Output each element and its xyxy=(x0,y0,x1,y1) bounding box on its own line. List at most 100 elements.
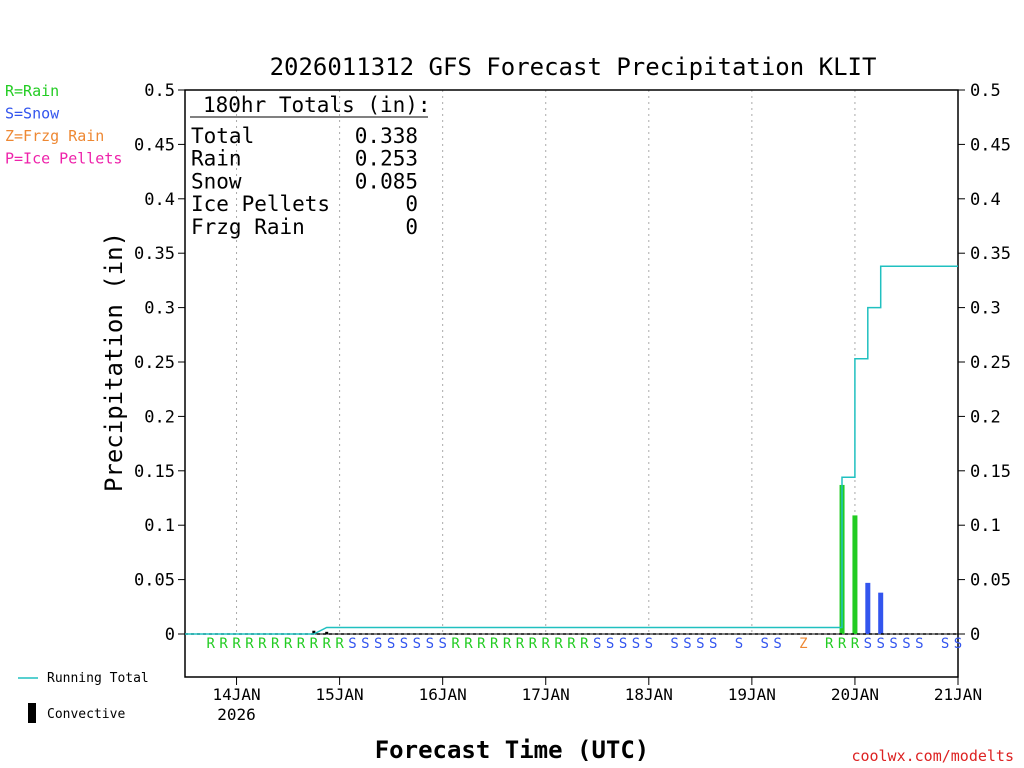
ptype-marker: R xyxy=(207,636,216,652)
totals-row-value: 0 xyxy=(405,215,418,239)
y-tick-label-left: 0.1 xyxy=(144,516,175,536)
ptype-marker: S xyxy=(902,636,910,652)
y-tick-label-right: 0.05 xyxy=(970,571,1011,591)
ptype-marker: R xyxy=(529,636,538,652)
ptype-marker: R xyxy=(825,636,834,652)
ptype-marker: S xyxy=(438,636,446,652)
totals-row-label: Total xyxy=(191,124,254,148)
ptype-marker: S xyxy=(773,636,781,652)
y-tick-label-right: 0.15 xyxy=(970,462,1011,482)
running-total-legend-label: Running Total xyxy=(47,671,149,686)
ptype-marker: S xyxy=(426,636,434,652)
y-axis-left: 0 0.05 0.1 0.15 0.2 0.25 0.3 0.35 0.4 0.45 0.5 xyxy=(134,81,185,645)
convective-bar xyxy=(325,631,329,634)
bottom-legend: Running Total Convective xyxy=(18,671,149,723)
y-tick-label-right: 0.45 xyxy=(970,135,1011,155)
precip-bar xyxy=(865,582,871,634)
ptype-marker: R xyxy=(232,636,241,652)
ptype-marker: S xyxy=(915,636,923,652)
ptype-marker: R xyxy=(464,636,473,652)
x-tick-label: 21JAN xyxy=(934,685,982,704)
totals-row-value: 0 xyxy=(405,192,418,216)
ptype-marker: S xyxy=(864,636,872,652)
y-tick-label-right: 0.1 xyxy=(970,516,1001,536)
y-tick-label-left: 0.05 xyxy=(134,571,175,591)
ptype-marker: S xyxy=(632,636,640,652)
y-tick-label-left: 0.2 xyxy=(144,407,175,427)
y-tick-label-right: 0.4 xyxy=(970,190,1001,210)
ptype-marker: R xyxy=(567,636,576,652)
y-tick-label-left: 0.45 xyxy=(134,135,175,155)
ptype-marker: S xyxy=(709,636,717,652)
ptype-marker: S xyxy=(683,636,691,652)
totals-box: 180hr Totals (in): Total 0.338 Rain 0.253 Sno… xyxy=(190,93,431,239)
type-legend-entry: P=Ice Pellets xyxy=(5,150,122,168)
x-tick-label: 17JAN xyxy=(522,685,570,704)
convective-bars xyxy=(312,630,329,634)
y-tick-label-right: 0.25 xyxy=(970,353,1011,373)
credit-text: coolwx.com/modelts xyxy=(851,747,1014,765)
totals-row-label: Ice Pellets xyxy=(191,192,330,216)
type-legend-entry: R=Rain xyxy=(5,82,59,100)
ptype-marker: S xyxy=(374,636,382,652)
ptype-marker: R xyxy=(322,636,331,652)
ptype-marker: R xyxy=(284,636,293,652)
ptype-marker: R xyxy=(271,636,280,652)
y-tick-label-right: 0.3 xyxy=(970,299,1001,319)
totals-row-value: 0.253 xyxy=(355,147,418,171)
x-tick-label: 15JAN xyxy=(316,685,364,704)
ptype-marker: Z xyxy=(799,636,807,652)
running-total-polyline xyxy=(185,265,958,635)
y-tick-label-left: 0.5 xyxy=(144,81,175,101)
y-tick-label-right: 0.2 xyxy=(970,407,1001,427)
y-axis-label: Precipitation (in) xyxy=(100,232,128,492)
y-tick-label-right: 0.35 xyxy=(970,244,1011,264)
totals-row-label: Frzg Rain xyxy=(191,215,305,239)
plot-frame xyxy=(184,89,959,678)
convective-legend-label: Convective xyxy=(47,707,125,722)
convective-bar xyxy=(312,630,316,634)
ptype-marker: R xyxy=(542,636,551,652)
ptype-marker: R xyxy=(851,636,860,652)
precip-type-legend: R=Rain S=Snow Z=Frzg Rain P=Ice Pellets xyxy=(5,82,122,168)
ptype-marker: R xyxy=(503,636,512,652)
type-legend-entry: S=Snow xyxy=(5,105,60,123)
ptype-marker: S xyxy=(761,636,769,652)
ptype-marker: S xyxy=(696,636,704,652)
x-axis-label: Forecast Time (UTC) xyxy=(375,736,650,764)
ptype-marker: S xyxy=(400,636,408,652)
ptype-marker: S xyxy=(735,636,743,652)
totals-row-value: 0.338 xyxy=(355,124,418,148)
y-tick-label-left: 0.35 xyxy=(134,244,175,264)
ptype-marker: R xyxy=(219,636,228,652)
ptype-marker: S xyxy=(954,636,962,652)
ptype-marker: S xyxy=(670,636,678,652)
convective-legend-swatch xyxy=(28,703,36,723)
ptype-marker: S xyxy=(593,636,601,652)
totals-row-label: Snow xyxy=(191,169,242,193)
precip-bar xyxy=(852,515,858,634)
y-tick-label-left: 0 xyxy=(165,625,175,645)
y-tick-label-right: 0.5 xyxy=(970,81,1001,101)
ptype-marker: R xyxy=(310,636,319,652)
x-tick-label: 20JAN xyxy=(831,685,879,704)
x-tick-label: 19JAN xyxy=(728,685,776,704)
ptype-marker: R xyxy=(258,636,267,652)
ptype-marker: S xyxy=(387,636,395,652)
ptype-marker: S xyxy=(889,636,897,652)
ptype-marker: R xyxy=(477,636,486,652)
totals-row-value: 0.085 xyxy=(355,169,418,193)
ptype-marker: R xyxy=(580,636,589,652)
ptype-marker: R xyxy=(490,636,499,652)
running-total-line xyxy=(185,265,958,635)
totals-heading: 180hr Totals (in): xyxy=(203,93,431,117)
ptype-marker: S xyxy=(941,636,949,652)
ptype-marker: R xyxy=(516,636,525,652)
ptype-marker: S xyxy=(619,636,627,652)
ptype-marker: R xyxy=(297,636,306,652)
ptype-marker: S xyxy=(606,636,614,652)
type-legend-entry: Z=Frzg Rain xyxy=(5,127,104,145)
